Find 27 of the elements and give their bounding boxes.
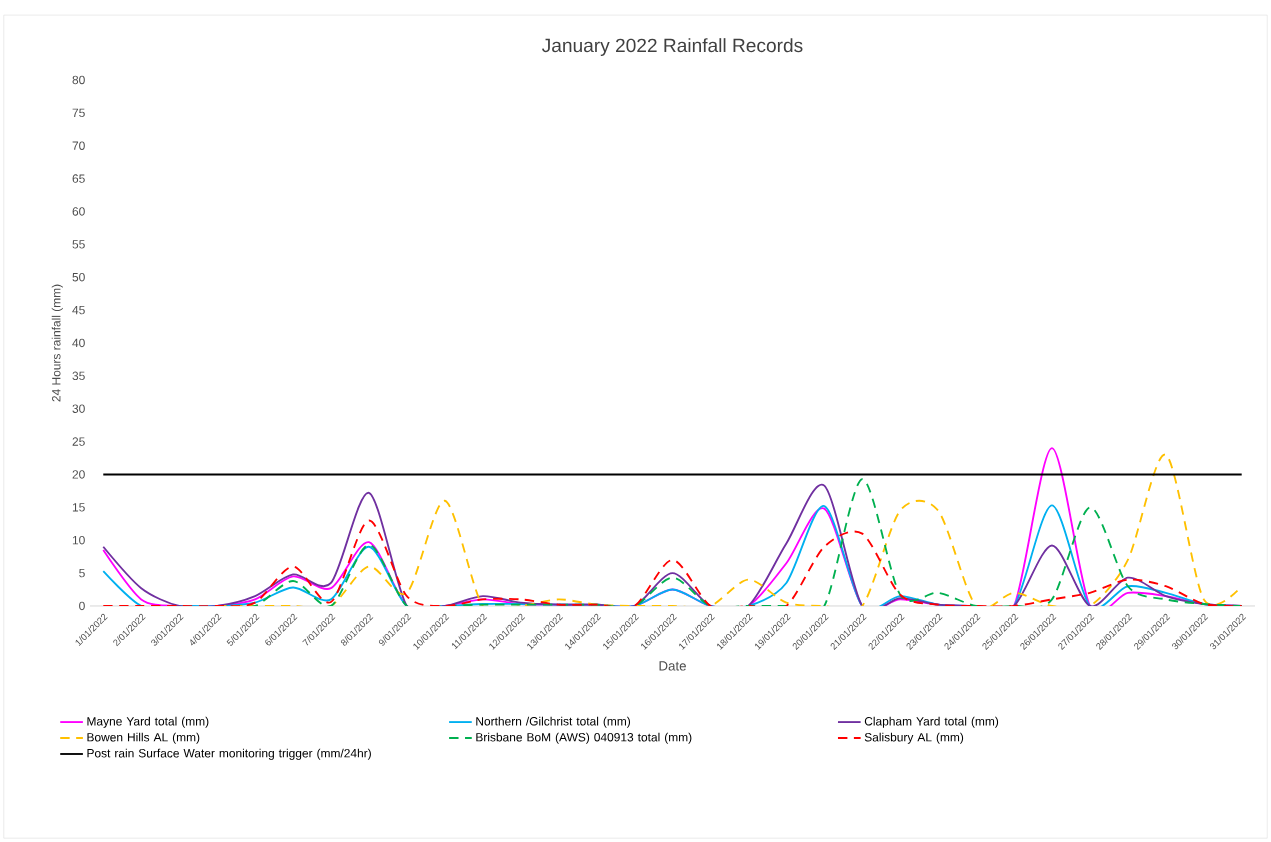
y-tick-label: 10 [72, 535, 85, 545]
y-tick-label: 60 [72, 207, 85, 216]
y-tick-label: 40 [72, 338, 85, 348]
y-tick-label: 80 [72, 75, 85, 85]
legend-label: Brisbane BoM (AWS) 040913 total (mm) [476, 732, 692, 744]
y-tick-label: 50 [72, 272, 85, 282]
y-tick-label: 0 [79, 601, 85, 611]
y-tick-label: 45 [72, 305, 85, 315]
legend-label: Mayne Yard total (mm) [87, 716, 209, 728]
legend-label: Salisbury AL (mm) [864, 732, 964, 744]
legend-label: Northern /Gilchrist total (mm) [476, 716, 631, 728]
legend-label: Bowen Hills AL (mm) [87, 732, 200, 744]
legend-label: Post rain Surface Water monitoring trigger (mm/24hr) [87, 748, 371, 760]
y-tick-label: 35 [72, 371, 85, 381]
y-tick-label: 65 [72, 174, 85, 183]
y-axis-title: 24 Hours rainfall (mm) [51, 284, 63, 402]
y-tick-label: 55 [72, 240, 85, 249]
y-tick-label: 75 [72, 108, 85, 118]
y-tick-label: 20 [72, 470, 85, 479]
y-tick-label: 5 [79, 568, 85, 578]
y-tick-label: 30 [72, 404, 85, 413]
chart-title: January 2022 Rainfall Records [542, 38, 803, 56]
x-axis-title: Date [659, 661, 686, 671]
legend-label: Clapham Yard total (mm) [864, 716, 999, 728]
y-tick-label: 70 [72, 141, 85, 150]
y-tick-label: 25 [72, 437, 85, 446]
y-tick-label: 15 [72, 503, 85, 512]
